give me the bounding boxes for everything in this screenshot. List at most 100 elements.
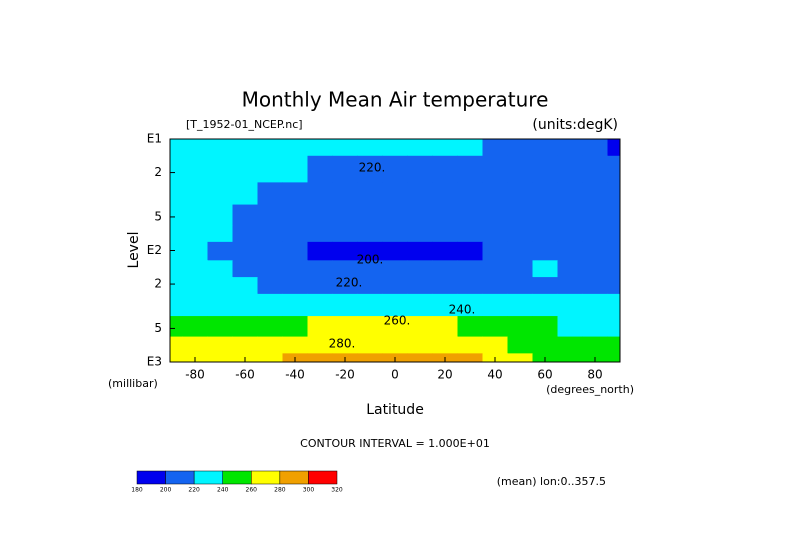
contour-cell [532, 241, 558, 261]
contour-cell [482, 336, 508, 354]
contour-cell [532, 225, 558, 243]
contour-cell [457, 316, 483, 338]
contour-cell [582, 204, 608, 226]
contour-cell [357, 204, 383, 226]
contour-cell [482, 155, 508, 183]
contour-cell [507, 182, 533, 206]
contour-cell [607, 241, 621, 261]
contour-cell [457, 336, 483, 354]
contour-cell [607, 182, 621, 206]
contour-cell [532, 260, 558, 278]
contour-cell [207, 353, 233, 363]
contour-cell [407, 353, 433, 363]
x-tick-label: -20 [335, 368, 355, 382]
contour-cell [407, 277, 433, 295]
contour-cell [332, 336, 358, 354]
contour-cell [207, 293, 233, 317]
contour-cell [532, 182, 558, 206]
contour-cell [307, 139, 333, 157]
y-tick-label: E3 [147, 355, 162, 369]
contour-cell [482, 241, 508, 261]
contour-cell [432, 139, 458, 157]
colorbar-box [136, 470, 166, 485]
contour-cell [307, 316, 333, 338]
contour-cell [357, 293, 383, 317]
contour-cell [532, 204, 558, 226]
contour-cell [207, 336, 233, 354]
contour-cell [582, 277, 608, 295]
contour-cell [332, 241, 358, 261]
contour-cell [432, 316, 458, 338]
contour-cell [282, 139, 308, 157]
contour-cell [557, 225, 583, 243]
contour-cell [407, 225, 433, 243]
contour-cell [332, 204, 358, 226]
contour-cell [257, 241, 283, 261]
contour-cell [382, 182, 408, 206]
contour-cell [557, 139, 583, 157]
contour-cell [182, 293, 208, 317]
contour-cell [532, 155, 558, 183]
contour-cell [232, 139, 258, 157]
contour-cell [207, 260, 233, 278]
colorbar-box [251, 470, 281, 485]
contour-cell [357, 155, 383, 183]
contour-cell [182, 277, 208, 295]
contour-cell [557, 277, 583, 295]
contour-cell [407, 293, 433, 317]
colorbar-box [222, 470, 252, 485]
contour-cell [170, 336, 183, 354]
contour-cell [170, 353, 183, 363]
contour-cell [382, 277, 408, 295]
contour-cell [257, 260, 283, 278]
colorbar-box [193, 470, 223, 485]
x-axis-unit: (degrees_north) [546, 383, 634, 396]
contour-cell [507, 225, 533, 243]
contour-cell [182, 225, 208, 243]
contour-cell [557, 204, 583, 226]
contour-cell [307, 353, 333, 363]
contour-cell [432, 241, 458, 261]
contour-cell [432, 155, 458, 183]
contour-cell [232, 155, 258, 183]
contour-cell [582, 182, 608, 206]
colorbar-label: 260 [246, 487, 258, 494]
contour-cell [607, 155, 621, 183]
contour-cell [232, 260, 258, 278]
contour-cell [507, 316, 533, 338]
x-tick-label: -60 [235, 368, 255, 382]
contour-cell [607, 277, 621, 295]
contour-cell [432, 336, 458, 354]
contour-cell [507, 241, 533, 261]
contour-cell [257, 293, 283, 317]
contour-cell [182, 139, 208, 157]
contour-cell [170, 316, 183, 338]
contour-cell [332, 260, 358, 278]
contour-cell [407, 260, 433, 278]
contour-cell [307, 155, 333, 183]
colorbar-label: 220 [188, 487, 200, 494]
y-axis-title: Level [126, 232, 142, 269]
contour-cell [457, 277, 483, 295]
contour-cell [432, 182, 458, 206]
x-tick-label: 0 [391, 368, 399, 382]
contour-cell [207, 182, 233, 206]
contour-cell [532, 277, 558, 295]
contour-cell [357, 225, 383, 243]
contour-cell [407, 241, 433, 261]
contour-cell [357, 277, 383, 295]
contour-cell [282, 225, 308, 243]
contour-label: 240. [449, 303, 476, 317]
contour-cell [457, 241, 483, 261]
contour-cell [307, 336, 333, 354]
contour-cell [457, 293, 483, 317]
contour-cell [607, 225, 621, 243]
contour-cell [507, 353, 533, 363]
contour-cell [207, 204, 233, 226]
contour-cell [257, 277, 283, 295]
contour-cell [457, 260, 483, 278]
contour-cell [607, 204, 621, 226]
contour-cell [557, 182, 583, 206]
colorbar-label: 200 [160, 487, 172, 494]
